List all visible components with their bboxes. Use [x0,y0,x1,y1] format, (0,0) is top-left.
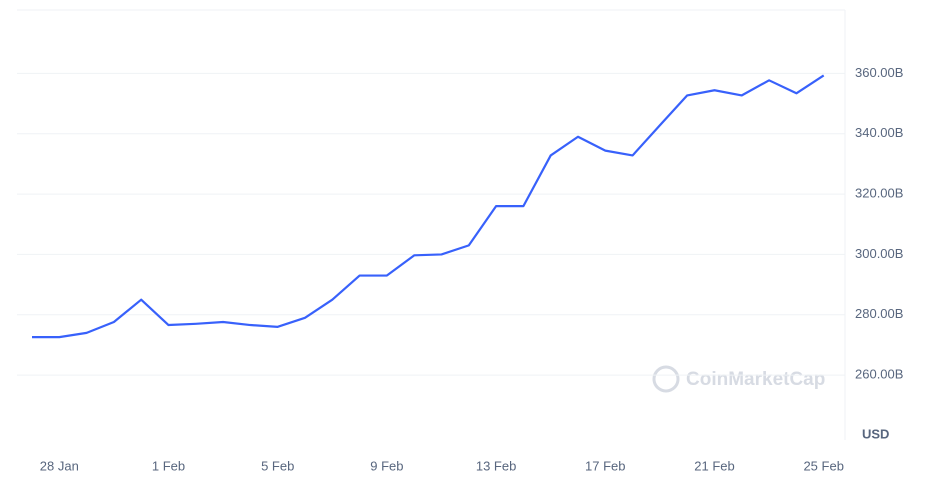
y-tick-label: 280.00B [855,306,903,321]
x-tick-label: 13 Feb [476,458,516,473]
x-tick-label: 1 Feb [152,458,185,473]
x-tick-label: 28 Jan [40,458,79,473]
watermark-logo [652,365,680,393]
x-tick-label: 9 Feb [370,458,403,473]
x-tick-label: 25 Feb [803,458,843,473]
x-tick-label: 21 Feb [694,458,734,473]
y-tick-label: 260.00B [855,367,903,382]
y-unit: USD [862,426,889,441]
watermark: CoinMarketCap [686,369,825,390]
y-tick-label: 340.00B [855,125,903,140]
price-line [32,74,825,339]
x-tick-label: 17 Feb [585,458,625,473]
x-tick-label: 5 Feb [261,458,294,473]
y-tick-label: 320.00B [855,186,903,201]
y-tick-label: 360.00B [855,65,903,80]
y-tick-label: 300.00B [855,246,903,261]
